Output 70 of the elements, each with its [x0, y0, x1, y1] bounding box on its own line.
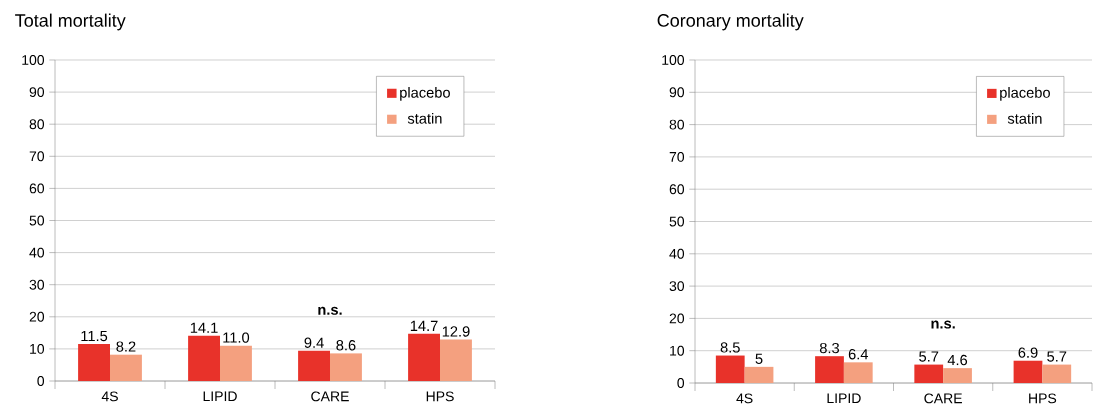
x-tick-label: HPS	[1029, 393, 1057, 404]
bar	[943, 368, 972, 383]
legend-label: statin	[407, 112, 442, 124]
y-tick-label: 0	[37, 376, 45, 386]
y-tick-label: 50	[29, 215, 45, 226]
y-tick-label: 20	[29, 311, 45, 322]
y-tick-label: 100	[22, 55, 45, 65]
data-label: 6.9	[1018, 347, 1038, 358]
y-tick-label: 60	[29, 183, 45, 194]
y-tick-label: 90	[29, 87, 45, 98]
data-label: 5	[755, 353, 763, 364]
y-tick-label: 50	[669, 216, 685, 227]
bar	[843, 362, 873, 383]
bar	[914, 364, 944, 383]
data-label: 8.6	[336, 340, 356, 351]
data-label: 11.0	[223, 332, 250, 343]
y-tick-label: 20	[669, 313, 685, 324]
y-tick-label: 100	[662, 55, 685, 65]
data-label: 12.9	[442, 326, 470, 337]
y-tick-label: 70	[669, 151, 685, 162]
y-tick-label: 10	[670, 345, 685, 356]
legend-label: placebo	[400, 86, 450, 101]
bar	[715, 355, 745, 383]
legend-label: placebo	[1000, 87, 1050, 101]
bar	[408, 333, 440, 381]
bar	[188, 335, 221, 381]
legend-label: statin	[1007, 113, 1042, 124]
x-tick-label: LIPID	[827, 393, 861, 404]
bar	[440, 339, 472, 381]
data-label: 14.7	[410, 320, 438, 331]
y-tick-label: 60	[669, 184, 685, 195]
data-label: 8.2	[116, 341, 136, 352]
bar	[220, 345, 252, 381]
x-tick-label: CARE	[924, 393, 962, 404]
x-tick-label: 4S	[101, 391, 118, 402]
y-tick-label: 80	[29, 119, 45, 130]
y-tick-label: 80	[669, 119, 685, 130]
bar	[1042, 364, 1072, 383]
y-tick-label: 30	[669, 281, 685, 292]
x-tick-label: CARE	[311, 391, 349, 402]
data-label: 8.3	[819, 342, 840, 354]
bar	[815, 356, 844, 383]
bar	[1013, 360, 1043, 383]
data-label: 8.5	[720, 342, 740, 353]
data-label: 6.4	[848, 349, 869, 360]
y-tick-label: 10	[30, 343, 45, 354]
y-tick-label: 0	[677, 378, 685, 388]
data-label: 5.7	[1047, 351, 1067, 362]
bar	[744, 366, 774, 383]
y-tick-label: 70	[29, 151, 45, 162]
y-tick-label: 30	[29, 279, 45, 290]
bar	[78, 344, 110, 381]
data-label: 14.1	[190, 322, 218, 333]
data-label: 9.4	[304, 337, 324, 348]
x-tick-label: HPS	[426, 391, 454, 402]
y-tick-label: 40	[29, 247, 45, 258]
data-label: 4.6	[947, 354, 968, 366]
annotation: n.s.	[318, 306, 342, 315]
y-tick-label: 40	[669, 248, 685, 259]
data-label: 5.7	[919, 351, 939, 362]
y-tick-label: 90	[669, 87, 685, 98]
chart-title: Total mortality	[15, 13, 126, 31]
x-tick-label: LIPID	[203, 391, 237, 402]
chart-title: Coronary mortality	[657, 13, 804, 31]
data-label: 11.5	[81, 330, 108, 342]
bar	[330, 353, 362, 381]
bar	[110, 354, 142, 381]
x-tick-label: 4S	[736, 393, 753, 404]
annotation: n.s.	[931, 320, 955, 329]
bar	[298, 350, 331, 381]
